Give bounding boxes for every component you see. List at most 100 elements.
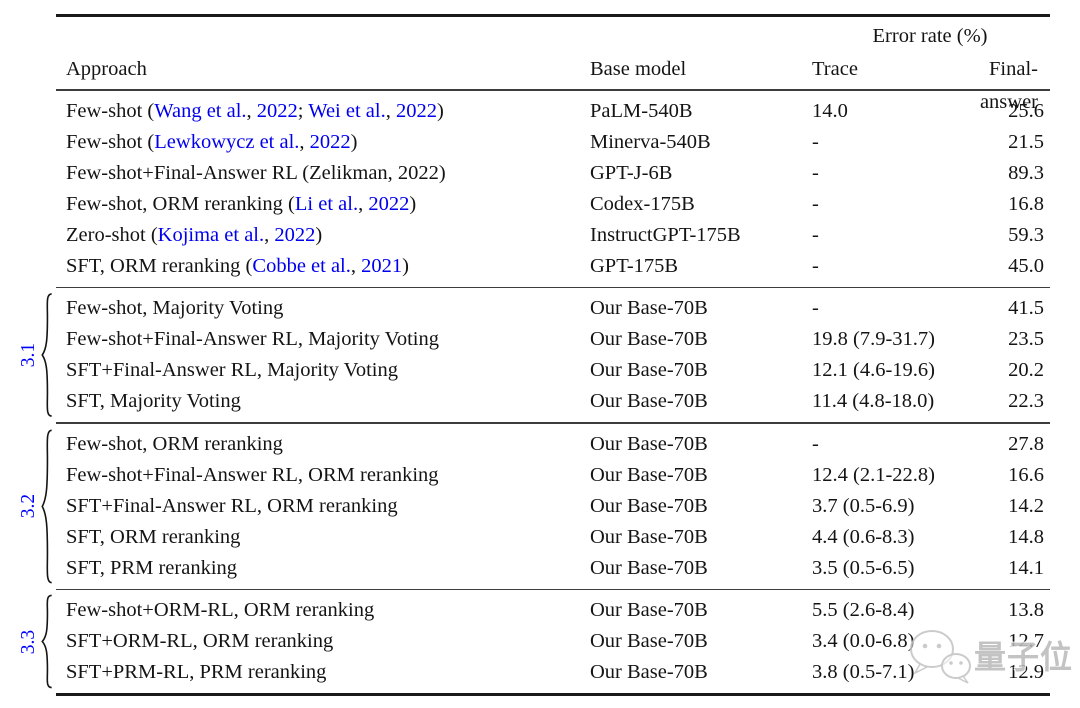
approach-text: ,: [385, 99, 396, 122]
base-model-cell: Minerva-540B: [590, 130, 711, 153]
approach-cell: Few-shot (Wang et al., 2022; Wei et al.,…: [56, 96, 588, 127]
trace-error-cell: 12.4 (2.1-22.8): [812, 463, 935, 486]
final-answer-error-cell: 12.9: [1008, 661, 1044, 683]
header-rule: [56, 89, 1050, 91]
final-answer-error-cell: 23.5: [1008, 328, 1044, 350]
approach-text: ): [436, 99, 444, 122]
citation-link[interactable]: Cobbe et al.: [252, 254, 351, 277]
final-answer-error-cell: 14.2: [1008, 494, 1044, 517]
final-answer-error-cell: 12.7: [1008, 630, 1044, 652]
header-row-columns: Approach Base model Trace Final-answer: [56, 53, 1050, 113]
error-rate-header: Error rate (%): [872, 25, 988, 47]
trace-error-cell: -: [812, 432, 819, 455]
approach-cell: SFT+ORM-RL, ORM reranking: [56, 626, 588, 657]
approach-text: SFT+PRM-RL, PRM reranking: [66, 661, 327, 683]
final-answer-error-cell: 45.0: [1008, 254, 1044, 277]
approach-cell: Few-shot, ORM reranking (Li et al., 2022…: [56, 189, 588, 220]
group-grid: Few-shot, Majority Voting Our Base-70B - 41…: [56, 293, 1050, 417]
table-top-rule: [56, 14, 1050, 17]
base-model-cell: Our Base-70B: [590, 525, 708, 548]
group-separator-rule: [56, 422, 1050, 424]
approach-text: ,: [350, 254, 362, 277]
approach-text: ): [350, 130, 358, 153]
base-model-cell: Our Base-70B: [590, 359, 708, 381]
citation-link[interactable]: 2022: [256, 99, 298, 122]
trace-error-cell: 5.5 (2.6-8.4): [812, 599, 915, 621]
group-brace: [39, 292, 54, 418]
table-group-baselines: Few-shot (Wang et al., 2022; Wei et al.,…: [56, 91, 1050, 287]
table-header: Error rate (%) Approach Base model Trace…: [56, 17, 1050, 113]
group-brace: [39, 428, 54, 585]
approach-text: ,: [264, 223, 275, 246]
trace-error-cell: -: [812, 254, 819, 277]
approach-text: ): [409, 192, 417, 215]
base-model-cell: Our Base-70B: [590, 494, 708, 517]
approach-cell: SFT, ORM reranking (Cobbe et al., 2021): [56, 251, 588, 282]
final-answer-error-cell: 20.2: [1008, 359, 1044, 381]
approach-cell: Zero-shot (Kojima et al., 2022): [56, 220, 588, 251]
final-answer-error-cell: 21.5: [1008, 130, 1044, 153]
base-model-cell: Our Base-70B: [590, 463, 708, 486]
approach-cell: Few-shot+Final-Answer RL (Zelikman, 2022…: [56, 158, 588, 189]
approach-text: Few-shot, ORM reranking (: [66, 192, 295, 215]
base-model-cell: InstructGPT-175B: [590, 223, 741, 246]
citation-link[interactable]: 2022: [368, 192, 410, 215]
base-model-cell: Our Base-70B: [590, 599, 708, 621]
citation-link[interactable]: Wang et al.: [154, 99, 247, 122]
table-body: Few-shot (Wang et al., 2022; Wei et al.,…: [0, 91, 1080, 696]
base-model-cell: Our Base-70B: [590, 661, 708, 683]
final-answer-error-cell: 16.8: [1008, 192, 1044, 215]
trace-error-cell: 3.4 (0.0-6.8): [812, 630, 915, 652]
approach-text: SFT, PRM reranking: [66, 556, 238, 579]
trace-error-cell: -: [812, 192, 819, 215]
citation-link[interactable]: 2022: [395, 99, 437, 122]
citation-link[interactable]: 2022: [309, 130, 351, 153]
approach-cell: SFT+Final-Answer RL, Majority Voting: [56, 355, 588, 386]
base-model-cell: Codex-175B: [590, 192, 695, 215]
citation-link[interactable]: Wei et al.: [308, 99, 386, 122]
base-model-cell: Our Base-70B: [590, 328, 708, 350]
group-separator-rule: [56, 588, 1050, 590]
approach-cell: SFT, Majority Voting: [56, 386, 588, 417]
final-answer-error-cell: 14.8: [1008, 525, 1044, 548]
final-answer-error-cell: 41.5: [1008, 297, 1044, 319]
citation-link[interactable]: 2021: [361, 254, 403, 277]
citation-link[interactable]: Kojima et al.: [157, 223, 265, 246]
final-answer-error-cell: 25.6: [1008, 99, 1044, 122]
approach-text: Zero-shot (: [66, 223, 158, 246]
approach-cell: SFT, ORM reranking: [56, 522, 588, 553]
final-answer-error-cell: 27.8: [1008, 432, 1044, 455]
trace-error-cell: 12.1 (4.6-19.6): [812, 359, 935, 381]
group-grid: Few-shot+ORM-RL, ORM reranking Our Base-7…: [56, 595, 1050, 688]
approach-text: Few-shot (: [66, 99, 155, 122]
trace-error-cell: 19.8 (7.9-31.7): [812, 328, 935, 350]
approach-text: Few-shot+Final-Answer RL, ORM reranking: [66, 463, 439, 486]
base-model-cell: Our Base-70B: [590, 630, 708, 652]
group-brace: [39, 594, 54, 689]
trace-error-cell: -: [812, 130, 819, 153]
table-bottom-rule: [56, 693, 1050, 696]
approach-cell: Few-shot, ORM reranking: [56, 429, 588, 460]
group-grid: Few-shot, ORM reranking Our Base-70B - 27.8…: [56, 429, 1050, 584]
base-model-cell: GPT-J-6B: [590, 161, 673, 184]
base-model-cell: Our Base-70B: [590, 556, 708, 579]
trace-error-cell: 3.8 (0.5-7.1): [812, 661, 915, 683]
trace-error-cell: 3.5 (0.5-6.5): [812, 556, 915, 579]
approach-text: SFT+ORM-RL, ORM reranking: [66, 630, 334, 652]
group-separator-rule: [56, 286, 1050, 288]
citation-link[interactable]: Li et al.: [294, 192, 359, 215]
citation-link[interactable]: 2022: [274, 223, 316, 246]
approach-text: ,: [358, 192, 369, 215]
final-answer-error-cell: 16.6: [1008, 463, 1044, 486]
trace-error-cell: -: [812, 297, 819, 319]
trace-error-cell: 11.4 (4.8-18.0): [812, 390, 935, 412]
header-row-span: Error rate (%): [56, 20, 1050, 53]
approach-text: SFT, ORM reranking (: [66, 254, 253, 277]
group-grid: Few-shot (Wang et al., 2022; Wei et al.,…: [56, 96, 1050, 282]
base-model-header: Base model: [590, 58, 687, 80]
trace-error-cell: 14.0: [812, 99, 848, 122]
approach-cell: SFT+Final-Answer RL, ORM reranking: [56, 491, 588, 522]
approach-cell: Few-shot (Lewkowycz et al., 2022): [56, 127, 588, 158]
approach-text: ;: [297, 99, 309, 122]
citation-link[interactable]: Lewkowycz et al.: [154, 130, 300, 153]
